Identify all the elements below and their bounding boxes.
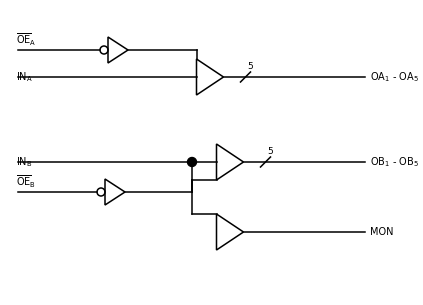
Text: $\overline{\mathregular{OE}}_{\mathregular{B}}$: $\overline{\mathregular{OE}}_{\mathregul… [16,174,36,190]
Text: $\mathregular{OA}_{\mathregular{1}}$ - $\mathregular{OA}_{\mathregular{5}}$: $\mathregular{OA}_{\mathregular{1}}$ - $… [370,70,419,84]
Text: $\mathregular{IN}_{\mathregular{B}}$: $\mathregular{IN}_{\mathregular{B}}$ [16,155,33,169]
Text: 5: 5 [267,147,273,156]
Circle shape [187,157,197,167]
Text: $\overline{\mathregular{OE}}_{\mathregular{A}}$: $\overline{\mathregular{OE}}_{\mathregul… [16,32,36,48]
Text: $\mathregular{OB}_{\mathregular{1}}$ - $\mathregular{OB}_{\mathregular{5}}$: $\mathregular{OB}_{\mathregular{1}}$ - $… [370,155,419,169]
Text: $\mathregular{IN}_{\mathregular{A}}$: $\mathregular{IN}_{\mathregular{A}}$ [16,70,33,84]
Text: 5: 5 [247,62,253,71]
Text: MON: MON [370,227,393,237]
